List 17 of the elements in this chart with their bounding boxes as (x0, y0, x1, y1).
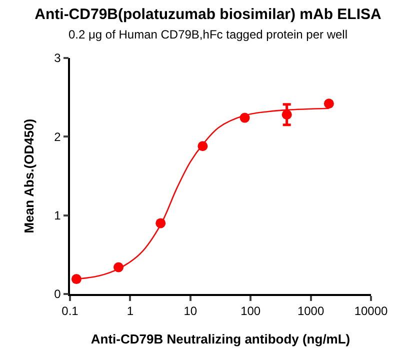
x-tick-label: 100 (240, 304, 261, 318)
y-tick-label: 2 (54, 130, 62, 144)
x-axis-title: Anti-CD79B Neutralizing antibody (ng/mL) (90, 332, 350, 346)
point (71, 274, 82, 284)
x-tick-label: 10000 (354, 304, 388, 318)
point (324, 98, 334, 109)
chart-subtitle: 0.2 μg of Human CD79B,hFc tagged protein per well (68, 28, 348, 42)
y-tick-label: 3 (54, 51, 62, 66)
y-axis-title: Mean Abs.(OD450) (22, 118, 36, 234)
y-tick-label: 1 (54, 208, 62, 223)
x-tick-label: 10 (184, 304, 198, 318)
y-tick-label: 0 (54, 287, 62, 302)
x-tick-label: 1 (126, 304, 134, 318)
point (282, 110, 292, 120)
chart-title: Anti-CD79B(polatuzumab biosimilar) mAb ELISA (34, 6, 382, 24)
x-tick-label: 1000 (297, 304, 324, 318)
x-tick-label: 0.1 (62, 304, 79, 318)
